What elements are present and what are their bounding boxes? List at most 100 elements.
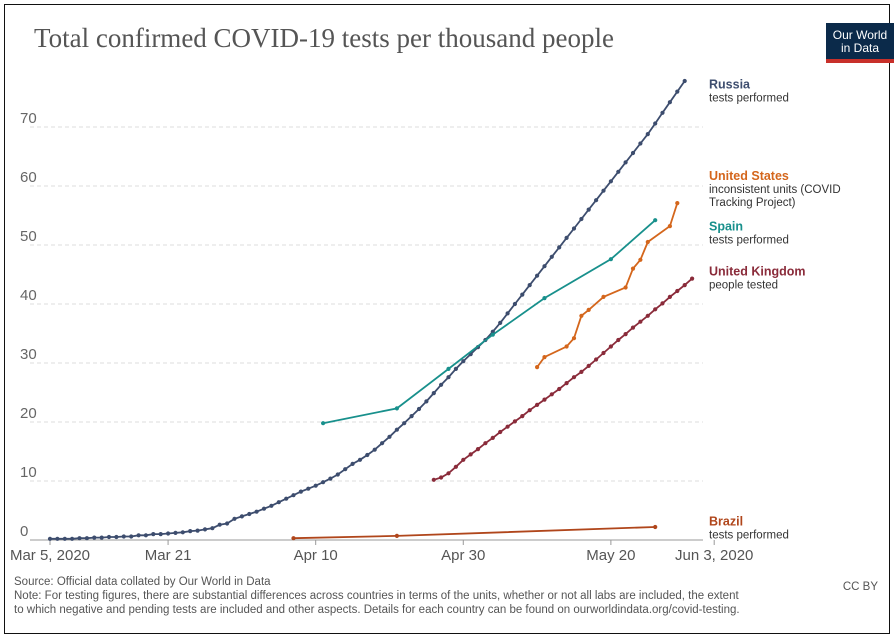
data-point-united-states[interactable] bbox=[630, 266, 636, 271]
data-point-russia[interactable] bbox=[512, 301, 518, 307]
data-point-united-kingdom[interactable] bbox=[461, 457, 466, 462]
data-point-russia[interactable] bbox=[47, 536, 53, 541]
data-point-united-states[interactable] bbox=[535, 365, 540, 370]
data-point-united-kingdom[interactable] bbox=[623, 332, 628, 337]
data-point-russia[interactable] bbox=[328, 476, 333, 481]
data-point-russia[interactable] bbox=[62, 536, 67, 541]
data-point-united-kingdom[interactable] bbox=[498, 429, 503, 435]
data-point-united-kingdom[interactable] bbox=[675, 288, 680, 294]
data-point-russia[interactable] bbox=[549, 254, 554, 259]
data-point-russia[interactable] bbox=[106, 534, 112, 540]
data-point-russia[interactable] bbox=[365, 452, 370, 458]
data-point-russia[interactable] bbox=[542, 264, 547, 269]
data-point-united-kingdom[interactable] bbox=[535, 402, 540, 407]
data-point-russia[interactable] bbox=[630, 150, 636, 156]
data-point-united-kingdom[interactable] bbox=[645, 313, 650, 318]
series-label-spain[interactable]: Spain bbox=[709, 219, 743, 233]
data-point-united-kingdom[interactable] bbox=[505, 424, 510, 429]
data-point-russia[interactable] bbox=[594, 198, 599, 203]
data-point-united-kingdom[interactable] bbox=[446, 471, 451, 476]
data-point-russia[interactable] bbox=[166, 531, 171, 536]
data-point-russia[interactable] bbox=[616, 169, 621, 174]
data-point-russia[interactable] bbox=[601, 188, 606, 193]
data-point-russia[interactable] bbox=[261, 506, 267, 511]
data-point-united-kingdom[interactable] bbox=[601, 350, 606, 356]
data-point-russia[interactable] bbox=[675, 89, 680, 94]
data-point-russia[interactable] bbox=[579, 216, 584, 222]
data-point-russia[interactable] bbox=[431, 391, 436, 396]
data-point-russia[interactable] bbox=[70, 536, 75, 541]
data-point-russia[interactable] bbox=[564, 235, 569, 240]
data-point-russia[interactable] bbox=[291, 493, 296, 498]
data-point-united-kingdom[interactable] bbox=[483, 441, 488, 446]
data-point-united-kingdom[interactable] bbox=[608, 344, 614, 349]
data-point-russia[interactable] bbox=[84, 536, 89, 541]
data-point-united-states[interactable] bbox=[571, 336, 577, 341]
data-point-russia[interactable] bbox=[143, 533, 148, 538]
data-point-russia[interactable] bbox=[306, 486, 311, 491]
data-point-russia[interactable] bbox=[424, 399, 429, 404]
data-point-russia[interactable] bbox=[608, 179, 614, 184]
data-point-russia[interactable] bbox=[535, 273, 540, 278]
series-brazil[interactable] bbox=[291, 524, 658, 541]
data-point-russia[interactable] bbox=[210, 526, 215, 531]
data-point-spain[interactable] bbox=[490, 332, 495, 337]
data-point-united-kingdom[interactable] bbox=[564, 381, 569, 386]
data-point-united-kingdom[interactable] bbox=[579, 369, 584, 374]
data-point-spain[interactable] bbox=[321, 421, 326, 426]
data-point-russia[interactable] bbox=[114, 534, 119, 540]
data-point-russia[interactable] bbox=[350, 461, 355, 466]
data-point-united-kingdom[interactable] bbox=[557, 386, 562, 392]
data-point-spain[interactable] bbox=[446, 366, 451, 371]
data-point-russia[interactable] bbox=[416, 406, 422, 412]
data-point-russia[interactable] bbox=[446, 375, 451, 380]
data-point-russia[interactable] bbox=[202, 527, 208, 532]
data-point-united-states[interactable] bbox=[675, 201, 680, 206]
data-point-russia[interactable] bbox=[151, 532, 156, 537]
series-united-kingdom[interactable] bbox=[431, 276, 695, 482]
data-point-united-states[interactable] bbox=[638, 257, 643, 262]
owid-logo[interactable]: Our World in Data bbox=[826, 23, 894, 63]
data-point-united-kingdom[interactable] bbox=[667, 294, 673, 299]
data-point-united-states[interactable] bbox=[623, 285, 628, 290]
data-point-united-kingdom[interactable] bbox=[453, 464, 458, 469]
data-point-russia[interactable] bbox=[453, 366, 458, 371]
data-point-russia[interactable] bbox=[195, 528, 200, 533]
data-point-russia[interactable] bbox=[623, 160, 628, 165]
data-point-united-kingdom[interactable] bbox=[527, 408, 532, 413]
series-label-united-kingdom[interactable]: United Kingdom bbox=[709, 265, 806, 279]
data-point-russia[interactable] bbox=[667, 100, 673, 105]
data-point-russia[interactable] bbox=[557, 245, 562, 250]
data-point-united-kingdom[interactable] bbox=[431, 477, 436, 482]
data-point-united-kingdom[interactable] bbox=[586, 363, 591, 368]
data-point-russia[interactable] bbox=[188, 529, 193, 534]
data-point-russia[interactable] bbox=[225, 521, 230, 526]
data-point-russia[interactable] bbox=[343, 467, 348, 472]
data-point-russia[interactable] bbox=[402, 421, 407, 426]
data-point-russia[interactable] bbox=[269, 503, 274, 508]
data-point-russia[interactable] bbox=[520, 292, 525, 297]
data-point-brazil[interactable] bbox=[291, 536, 296, 541]
series-russia[interactable] bbox=[47, 78, 687, 541]
data-point-brazil[interactable] bbox=[653, 524, 658, 530]
data-point-russia[interactable] bbox=[217, 522, 222, 527]
data-point-united-kingdom[interactable] bbox=[542, 397, 547, 402]
data-point-russia[interactable] bbox=[136, 533, 141, 538]
data-point-russia[interactable] bbox=[173, 530, 178, 536]
data-point-russia[interactable] bbox=[645, 132, 650, 137]
data-point-united-kingdom[interactable] bbox=[653, 307, 658, 312]
data-point-russia[interactable] bbox=[239, 514, 244, 519]
data-point-russia[interactable] bbox=[380, 441, 385, 446]
series-spain[interactable] bbox=[321, 218, 658, 426]
data-point-united-states[interactable] bbox=[667, 224, 673, 229]
data-point-russia[interactable] bbox=[394, 427, 399, 432]
data-point-united-kingdom[interactable] bbox=[512, 419, 518, 424]
data-point-russia[interactable] bbox=[298, 489, 303, 494]
data-point-united-states[interactable] bbox=[645, 239, 650, 245]
data-point-russia[interactable] bbox=[313, 483, 318, 488]
data-point-russia[interactable] bbox=[638, 141, 643, 146]
data-point-united-states[interactable] bbox=[564, 344, 569, 349]
data-point-russia[interactable] bbox=[92, 535, 97, 540]
series-label-brazil[interactable]: Brazil bbox=[709, 514, 743, 528]
data-point-united-kingdom[interactable] bbox=[490, 435, 495, 440]
